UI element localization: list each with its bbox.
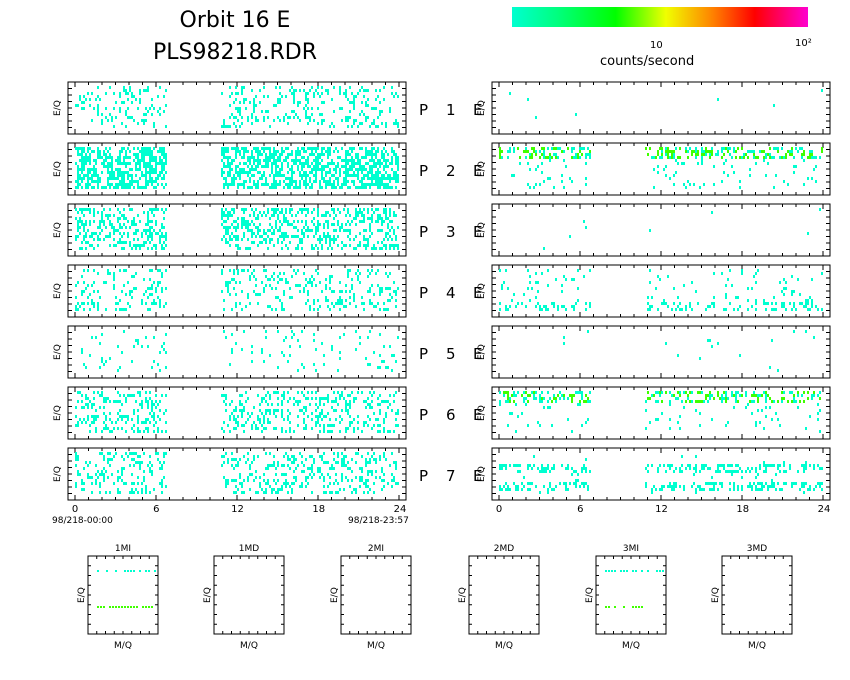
panel-6-E-counts — [499, 391, 821, 433]
mq-panel-1MD-ylabel: E/Q — [203, 587, 213, 603]
panel-3-e-ylabel: E/Q — [477, 222, 487, 238]
panel-2-e-ylabel: E/Q — [477, 161, 487, 177]
plot-title-orbit: Orbit 16 E — [179, 8, 291, 33]
panel-3-label-p: P — [419, 223, 428, 241]
mq-panel-1MD-frame — [213, 555, 285, 635]
plot-title-file: PLS98218.RDR — [153, 40, 317, 65]
left-xtick-24: 24 — [394, 504, 407, 515]
panel-5-L-counts — [81, 330, 399, 372]
mq-panel-2MD-title: 2MD — [494, 544, 514, 554]
left-xtick-6: 6 — [153, 504, 159, 515]
panel-6-e-ylabel: E/Q — [477, 405, 487, 421]
mq-panel-3MD-xlabel: M/Q — [748, 641, 766, 651]
mq-panel-1MI-ylabel: E/Q — [77, 587, 87, 603]
panel-3-e-frame — [491, 203, 831, 257]
mq-panel-3MI-title: 3MI — [623, 544, 639, 554]
mq-panel-2MI-xlabel: M/Q — [367, 641, 385, 651]
colorbar-tick-10: 10 — [650, 40, 663, 51]
panel-7-label-p: P — [419, 467, 428, 485]
panel-5-e-ylabel: E/Q — [477, 344, 487, 360]
panel-6-label-p: P — [419, 406, 428, 424]
left-xtick-12: 12 — [231, 504, 244, 515]
panel-4-label-e: E — [473, 284, 482, 302]
panel-4-left-ylabel: E/Q — [53, 283, 63, 299]
right-xtick-12: 12 — [655, 504, 668, 515]
left-xtick-0: 0 — [72, 504, 78, 515]
panel-1-L-counts — [75, 86, 399, 128]
panel-3-left-ylabel: E/Q — [53, 222, 63, 238]
panel-4-label-num: 4 — [446, 284, 456, 302]
mq-panel-2MI-title: 2MI — [368, 544, 384, 554]
mq-panel-3MD-frame — [721, 555, 793, 635]
time-start-label: 98/218-00:00 — [52, 516, 113, 526]
panel-5-e-frame — [491, 325, 831, 379]
panel-3-label-e: E — [473, 223, 482, 241]
colorbar — [512, 7, 808, 27]
panel-6-left-ylabel: E/Q — [53, 405, 63, 421]
mq-panel-3MI-counts — [605, 570, 664, 608]
panel-6-label-e: E — [473, 406, 482, 424]
time-end-label: 98/218-23:57 — [348, 516, 409, 526]
panel-2-left-ylabel: E/Q — [53, 161, 63, 177]
mq-panel-3MI-ylabel: E/Q — [585, 587, 595, 603]
mq-panel-1MI-frame — [87, 555, 159, 635]
mq-panel-1MD-xlabel: M/Q — [240, 641, 258, 651]
panel-6-label-num: 6 — [446, 406, 456, 424]
mq-panel-3MI-frame — [595, 555, 667, 635]
panel-1-label-p: P — [419, 101, 428, 119]
right-xtick-0: 0 — [496, 504, 502, 515]
panel-7-E-counts — [499, 455, 823, 494]
panel-2-L-counts — [75, 147, 399, 189]
colorbar-label: counts/second — [600, 54, 695, 69]
panel-3-E-counts — [543, 208, 821, 250]
mq-panel-2MD-frame — [468, 555, 540, 635]
mq-panel-3MD-title: 3MD — [747, 544, 767, 554]
panel-5-label-p: P — [419, 345, 428, 363]
panel-5-E-counts — [563, 330, 815, 372]
mq-panel-1MI-counts — [97, 570, 156, 608]
panel-3-label-num: 3 — [446, 223, 456, 241]
mq-panel-3MI-xlabel: M/Q — [622, 641, 640, 651]
panel-4-label-p: P — [419, 284, 428, 302]
panel-1-label-e: E — [473, 101, 482, 119]
panel-5-label-e: E — [473, 345, 482, 363]
mq-panel-1MD-title: 1MD — [239, 544, 259, 554]
panel-2-label-p: P — [419, 162, 428, 180]
panel-1-E-counts — [509, 89, 823, 119]
panel-2-label-e: E — [473, 162, 482, 180]
mq-panel-1MI-xlabel: M/Q — [114, 641, 132, 651]
mq-panel-2MI-ylabel: E/Q — [330, 587, 340, 603]
panel-2-E-counts — [499, 147, 823, 189]
panel-7-e-ylabel: E/Q — [477, 466, 487, 482]
panel-3-L-counts — [75, 208, 399, 250]
panel-5-label-num: 5 — [446, 345, 456, 363]
panel-7-label-num: 7 — [446, 467, 456, 485]
panel-1-label-num: 1 — [446, 101, 456, 119]
mq-panel-3MD-ylabel: E/Q — [711, 587, 721, 603]
panel-1-e-frame — [491, 81, 831, 135]
panel-6-L-counts — [75, 391, 399, 433]
panel-4-e-ylabel: E/Q — [477, 283, 487, 299]
colorbar-tick-100: 10² — [795, 38, 812, 49]
mq-panel-2MD-ylabel: E/Q — [458, 587, 468, 603]
panel-5-left-ylabel: E/Q — [53, 344, 63, 360]
panel-7-label-e: E — [473, 467, 482, 485]
panel-7-left-ylabel: E/Q — [53, 466, 63, 482]
panel-4-E-counts — [499, 269, 823, 311]
left-xtick-18: 18 — [312, 504, 325, 515]
right-xtick-6: 6 — [577, 504, 583, 515]
mq-panel-2MD-xlabel: M/Q — [495, 641, 513, 651]
right-xtick-18: 18 — [736, 504, 749, 515]
panel-7-L-counts — [75, 452, 399, 494]
panel-1-left-ylabel: E/Q — [53, 100, 63, 116]
panel-2-label-num: 2 — [446, 162, 456, 180]
panel-1-e-ylabel: E/Q — [477, 100, 487, 116]
mq-panel-2MI-frame — [340, 555, 412, 635]
right-xtick-24: 24 — [818, 504, 831, 515]
panel-4-L-counts — [75, 269, 399, 311]
mq-panel-1MI-title: 1MI — [115, 544, 131, 554]
panel-7-e-frame — [491, 447, 831, 501]
